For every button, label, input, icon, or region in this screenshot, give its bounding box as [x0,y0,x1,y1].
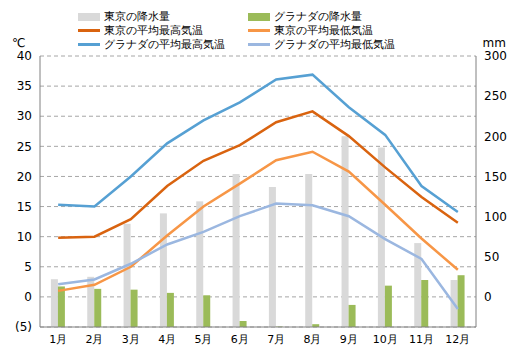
svg-text:150: 150 [484,170,507,184]
svg-text:8月: 8月 [304,333,322,346]
html-text:東京の平均最低気温: 東京の平均最低気温 [274,24,373,37]
svg-text:10: 10 [17,230,32,244]
svg-text:20: 20 [17,170,32,184]
svg-text:11月: 11月 [409,333,434,346]
svg-text:4月: 4月 [158,333,176,346]
svg-text:6月: 6月 [231,333,249,346]
svg-text:200: 200 [484,130,507,144]
svg-text:5: 5 [24,260,32,274]
svg-text:25: 25 [17,140,32,154]
svg-text:12月: 12月 [445,333,470,346]
svg-text:3月: 3月 [122,333,140,346]
svg-text:7月: 7月 [267,333,285,346]
svg-text:1月: 1月 [49,333,67,346]
html-text:グラナダの平均最高気温: グラナダの平均最高気温 [104,38,225,51]
svg-text:0: 0 [24,290,32,304]
html-text:東京の降水量: 東京の降水量 [104,10,170,23]
svg-text:2月: 2月 [86,333,104,346]
html-text:グラナダの降水量: グラナダの降水量 [274,10,362,23]
svg-text:9月: 9月 [340,333,358,346]
svg-text:35: 35 [17,79,32,93]
svg-text:30: 30 [17,109,32,123]
html-text:グラナダの平均最低気温: グラナダの平均最低気温 [274,38,395,51]
svg-text:0: 0 [484,290,492,304]
html-text:mm: mm [482,36,506,50]
svg-text:5月: 5月 [195,333,213,346]
svg-text:50: 50 [484,250,499,264]
svg-text:300: 300 [484,49,507,63]
svg-text:250: 250 [484,89,507,103]
svg-text:10月: 10月 [373,333,398,346]
svg-text:15: 15 [17,200,32,214]
svg-text:40: 40 [17,49,32,63]
svg-text:(5): (5) [15,320,32,334]
svg-text:100: 100 [484,210,507,224]
html-text:東京の平均最高気温: 東京の平均最高気温 [104,24,203,37]
